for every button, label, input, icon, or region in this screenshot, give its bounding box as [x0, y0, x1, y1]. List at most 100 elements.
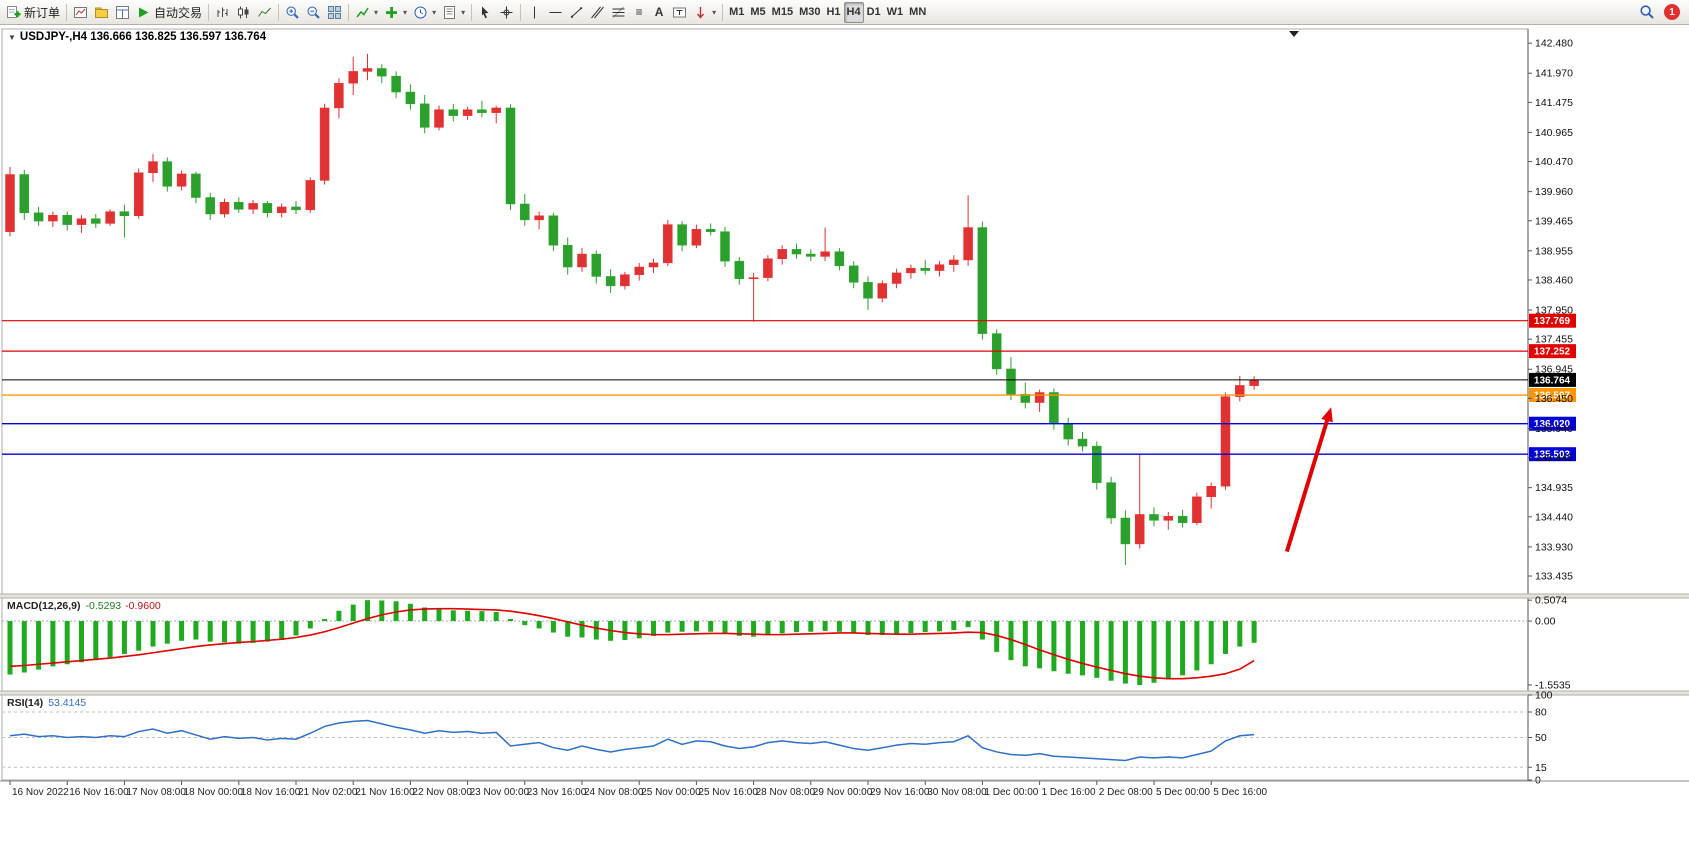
- text-label-button[interactable]: [669, 2, 690, 23]
- svg-text:135.445: 135.445: [1535, 452, 1573, 464]
- text-label-icon: [673, 7, 687, 17]
- add-indicator-dropdown[interactable]: ▾: [381, 2, 410, 23]
- svg-text:24 Nov 08:00: 24 Nov 08:00: [584, 787, 644, 798]
- arrows-dropdown[interactable]: ▾: [690, 2, 719, 23]
- periods-dropdown[interactable]: ▾: [410, 2, 439, 23]
- svg-text:0.00: 0.00: [1535, 616, 1556, 628]
- chart-window[interactable]: 137.769 137.252 136.764 136.507 136.020 135.5…: [0, 25, 1689, 859]
- fibonacci-button[interactable]: [608, 2, 629, 23]
- toolbar-separator: [520, 3, 522, 21]
- svg-text:23 Nov 16:00: 23 Nov 16:00: [527, 787, 587, 798]
- svg-text:137.950: 137.950: [1535, 305, 1573, 317]
- macd-plot-area[interactable]: [1, 597, 1529, 692]
- trendline-button[interactable]: [566, 2, 587, 23]
- new-chart-icon: [74, 6, 88, 18]
- new-order-label: 新订单: [24, 5, 61, 20]
- svg-text:100: 100: [1535, 690, 1553, 702]
- timeframe-m1[interactable]: M1: [726, 2, 747, 23]
- trendline-icon: [570, 6, 583, 18]
- candlestick-icon: [238, 6, 249, 18]
- svg-text:29 Nov 00:00: 29 Nov 00:00: [813, 787, 873, 798]
- line-chart-button[interactable]: [254, 2, 275, 23]
- data-window-button[interactable]: [112, 2, 133, 23]
- zoom-out-icon: [307, 6, 320, 19]
- autotrade-label: 自动交易: [154, 5, 203, 20]
- svg-text:18 Nov 16:00: 18 Nov 16:00: [241, 787, 301, 798]
- chart-canvas[interactable]: 137.769 137.252 136.764 136.507 136.020 135.5…: [0, 25, 1689, 859]
- timeframe-m5[interactable]: M5: [747, 2, 768, 23]
- svg-text:21 Nov 16:00: 21 Nov 16:00: [355, 787, 415, 798]
- zoom-in-button[interactable]: [282, 2, 303, 23]
- chevron-down-icon: ▾: [712, 7, 717, 17]
- channel-button[interactable]: [587, 2, 608, 23]
- svg-text:140.965: 140.965: [1535, 127, 1573, 139]
- svg-text:21 Nov 02:00: 21 Nov 02:00: [298, 787, 358, 798]
- search-icon: [1640, 5, 1654, 19]
- svg-text:135.503: 135.503: [1534, 450, 1571, 461]
- bar-chart-icon: [217, 7, 228, 17]
- autotrade-button[interactable]: 自动交易: [133, 2, 205, 23]
- notification-badge[interactable]: 1: [1664, 4, 1680, 20]
- svg-text:16 Nov 2022: 16 Nov 2022: [12, 787, 69, 798]
- new-chart-button[interactable]: [70, 2, 91, 23]
- timeframe-h4[interactable]: H4: [843, 1, 864, 23]
- svg-text:2 Dec 08:00: 2 Dec 08:00: [1099, 787, 1153, 798]
- timeframe-w1[interactable]: W1: [884, 2, 907, 23]
- svg-text:136.507: 136.507: [1534, 391, 1571, 402]
- horizontal-line-icon: [549, 11, 562, 13]
- search-button[interactable]: [1636, 2, 1658, 23]
- timeframe-mn[interactable]: MN: [906, 2, 929, 23]
- svg-text:23 Nov 00:00: 23 Nov 00:00: [470, 787, 530, 798]
- svg-text:18 Nov 00:00: 18 Nov 00:00: [184, 787, 244, 798]
- svg-text:136.945: 136.945: [1535, 364, 1573, 376]
- svg-text:136.764: 136.764: [1534, 375, 1571, 386]
- svg-text:136.020: 136.020: [1534, 419, 1571, 430]
- candlestick-chart-button[interactable]: [233, 2, 254, 23]
- new-order-button[interactable]: 新订单: [3, 2, 63, 23]
- cycle-lines-icon: ≡: [635, 5, 643, 19]
- svg-text:25 Nov 16:00: 25 Nov 16:00: [698, 787, 758, 798]
- zoom-out-button[interactable]: [303, 2, 324, 23]
- cursor-button[interactable]: [475, 2, 496, 23]
- svg-text:133.435: 133.435: [1535, 571, 1573, 583]
- toolbar-separator: [348, 3, 350, 21]
- toolbar-separator: [471, 3, 473, 21]
- toolbar: 新订单 自动交易: [0, 0, 1689, 25]
- chevron-down-icon: ▾: [461, 7, 466, 17]
- svg-text:140.470: 140.470: [1535, 156, 1573, 168]
- svg-text:136.450: 136.450: [1535, 393, 1573, 405]
- profiles-button[interactable]: [91, 2, 112, 23]
- timeframe-d1[interactable]: D1: [864, 2, 884, 23]
- chart-plot-area[interactable]: [1, 28, 1529, 595]
- indicators-dropdown[interactable]: ▾: [352, 2, 381, 23]
- new-order-icon: [7, 5, 21, 18]
- text-button[interactable]: A: [649, 2, 669, 23]
- svg-text:141.475: 141.475: [1535, 97, 1573, 109]
- panel-separator[interactable]: [0, 691, 1689, 695]
- vertical-line-button[interactable]: [524, 2, 545, 23]
- rsi-line: [9, 719, 1255, 762]
- svg-text:138.955: 138.955: [1535, 245, 1573, 257]
- svg-text:135.940: 135.940: [1535, 423, 1573, 435]
- panel-separator[interactable]: [0, 594, 1689, 598]
- templates-dropdown[interactable]: ▾: [439, 2, 468, 23]
- svg-text:0.5074: 0.5074: [1535, 595, 1567, 607]
- cycle-lines-button[interactable]: ≡: [629, 2, 649, 23]
- horizontal-level-lines[interactable]: [2, 320, 1528, 455]
- timeframe-m30[interactable]: M30: [796, 2, 823, 23]
- template-icon: [444, 5, 456, 19]
- chart-shift-marker[interactable]: [1289, 31, 1299, 37]
- trend-arrow-annotation[interactable]: [1284, 407, 1333, 553]
- timeframe-m15[interactable]: M15: [769, 2, 796, 23]
- bar-chart-button[interactable]: [212, 2, 233, 23]
- svg-text:30 Nov 08:00: 30 Nov 08:00: [927, 787, 987, 798]
- crosshair-button[interactable]: [496, 2, 517, 23]
- svg-text:139.465: 139.465: [1535, 215, 1573, 227]
- tile-windows-icon: [328, 5, 342, 19]
- svg-text:15: 15: [1535, 762, 1547, 774]
- price-axis[interactable]: 142.480 141.970 141.475 140.965 140.470 139.9…: [1528, 38, 1573, 583]
- tile-windows-button[interactable]: [324, 2, 345, 23]
- horizontal-line-button[interactable]: [545, 2, 566, 23]
- timeframe-h1[interactable]: H1: [823, 2, 843, 23]
